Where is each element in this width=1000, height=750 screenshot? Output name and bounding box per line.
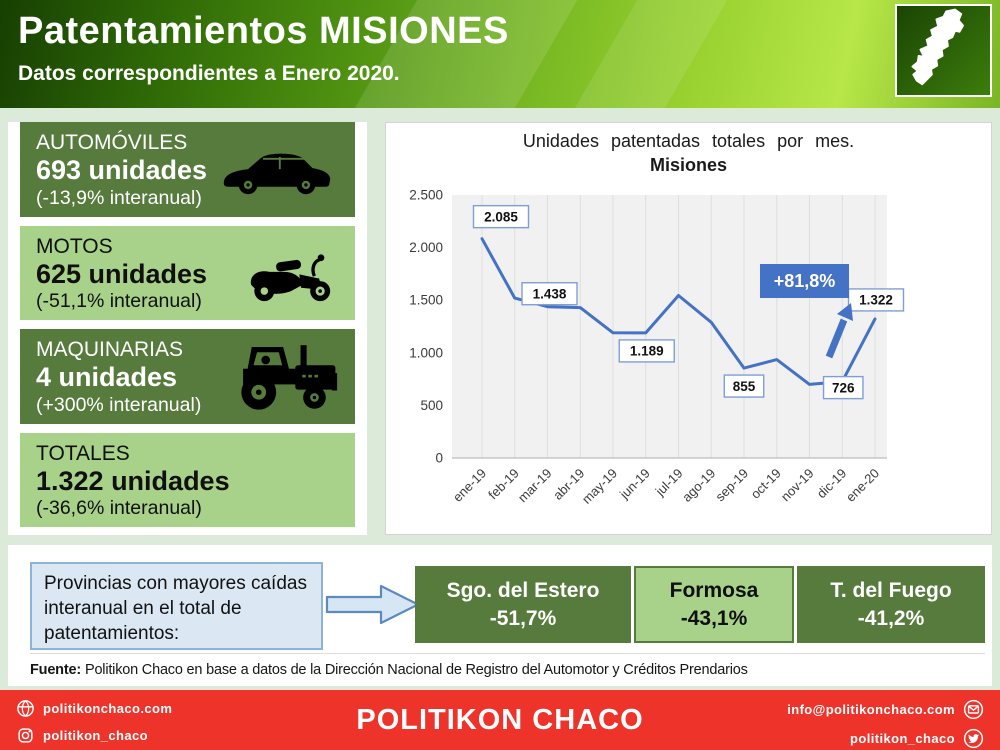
footer-bar: POLITIKON CHACO politikonchaco.com polit…: [0, 690, 1000, 750]
page-subtitle: Datos correspondientes a Enero 2020.: [18, 62, 400, 85]
card-category: TOTALES: [36, 441, 130, 465]
card-motos: MOTOS 625 unidades (-51,1% interanual): [20, 225, 355, 320]
website-text: politikonchaco.com: [43, 701, 173, 716]
provinces-lead-box: Provincias con mayores caídas interanual…: [30, 562, 323, 650]
page-title: Patentamientos MISIONES: [18, 10, 509, 52]
data-label: 1.438: [533, 287, 567, 302]
data-label-box: [472, 204, 530, 229]
province-name: Formosa: [669, 579, 759, 603]
data-label: 1.322: [859, 293, 893, 308]
source-text: Politikon Chaco en base a datos de la Di…: [84, 662, 748, 678]
province-delta: -51,7%: [489, 606, 557, 630]
card-category: MAQUINARIAS: [36, 338, 184, 362]
right-arrow-icon: [325, 584, 420, 625]
email-link[interactable]: info@politikonchaco.com: [787, 699, 984, 720]
instagram-icon: [18, 728, 33, 743]
data-label-box: [618, 339, 675, 363]
card-delta: (+300% interanual): [36, 393, 202, 416]
twitter-icon: [963, 728, 984, 749]
source-label: Fuente:: [30, 662, 81, 678]
card-automoviles: AUTOMÓVILES 693 unidades (-13,9% interan…: [20, 122, 355, 217]
card-category: MOTOS: [36, 234, 113, 258]
y-tick-label: 500: [420, 398, 443, 413]
y-tick-label: 0: [435, 451, 443, 466]
summary-cards-panel: AUTOMÓVILES 693 unidades (-13,9% interan…: [8, 122, 367, 535]
misiones-map-icon: [911, 8, 964, 86]
data-label: 2.085: [484, 209, 518, 224]
card-delta: (-36,6% interanual): [36, 497, 202, 520]
x-tick-label: oct-19: [748, 466, 784, 502]
province-name: Sgo. del Estero: [446, 579, 600, 603]
y-tick-label: 1.500: [409, 293, 443, 308]
provinces-panel: Provincias con mayores caídas interanual…: [8, 545, 992, 686]
x-tick-label: sep-19: [712, 466, 751, 505]
chart-title: Unidades patentadas totales por mes.: [522, 131, 855, 151]
card-delta: (-51,1% interanual): [36, 290, 202, 313]
x-tick-label: jun-19: [616, 466, 653, 503]
annotation-arrow-head: [837, 303, 853, 321]
card-totales: TOTALES 1.322 unidades (-36,6% interanua…: [20, 432, 355, 527]
misiones-map-box: [895, 4, 992, 97]
data-label: 855: [733, 379, 756, 394]
header-banner: Patentamientos MISIONES Datos correspond…: [0, 0, 1000, 108]
x-tick-label: ene-19: [450, 466, 489, 505]
y-tick-label: 1.000: [409, 345, 443, 360]
brand-name: POLITIKON CHACO: [356, 703, 644, 736]
x-tick-label: mar-19: [515, 466, 555, 506]
instagram-link[interactable]: politikon_chaco: [16, 726, 148, 745]
card-value: 4 unidades: [36, 362, 178, 393]
footer-right-contacts: info@politikonchaco.com politikon_chaco: [787, 699, 984, 749]
chart-panel: Unidades patentadas totales por mes. Mis…: [385, 122, 992, 535]
car-icon: [223, 153, 331, 195]
card-value: 693 unidades: [36, 155, 208, 186]
scooter-icon: [250, 254, 331, 301]
x-tick-label: ene-20: [843, 466, 882, 505]
data-label: 1.189: [630, 344, 664, 359]
province-delta: -41,2%: [857, 606, 925, 630]
twitter-handle-text: politikon_chaco: [850, 731, 955, 746]
province-delta: -43,1%: [680, 606, 748, 630]
x-tick-label: may-19: [579, 466, 620, 507]
footer-left-contacts: politikonchaco.com politikon_chaco: [16, 699, 172, 745]
annotation-box: [760, 264, 849, 298]
website-link[interactable]: politikonchaco.com: [16, 699, 172, 718]
card-category: AUTOMÓVILES: [36, 131, 188, 155]
instagram-handle-text: politikon_chaco: [43, 728, 148, 743]
card-value: 625 unidades: [36, 258, 208, 289]
data-label-box: [521, 282, 578, 306]
data-label: 726: [832, 380, 855, 395]
province-box-formosa: Formosa -43,1%: [634, 566, 794, 643]
province-box-sgo-del-estero: Sgo. del Estero -51,7%: [415, 566, 631, 643]
card-maquinarias: MAQUINARIAS 4 unidades (+300% interanual…: [20, 329, 355, 424]
annotation-text: +81,8%: [774, 271, 836, 291]
annotation-arrow: [825, 318, 848, 359]
chart-subtitle: Misiones: [649, 155, 728, 175]
source-note: Fuente: Politikon Chaco en base a datos d…: [30, 653, 985, 678]
data-label-box: [822, 375, 864, 400]
twitter-link[interactable]: politikon_chaco: [850, 728, 984, 749]
data-line: [480, 237, 877, 386]
y-tick-label: 2.500: [409, 188, 443, 203]
card-value: 1.322 unidades: [36, 465, 230, 496]
plot-area: [452, 195, 887, 458]
province-box-t-del-fuego: T. del Fuego -41,2%: [797, 566, 985, 643]
y-tick-label: 2.000: [409, 240, 443, 255]
x-tick-label: ago-19: [679, 466, 718, 505]
mail-icon: [963, 699, 984, 720]
monthly-line-chart: 2.5002.0001.5001.0005000ene-19feb-19mar-…: [409, 188, 905, 507]
tractor-icon: [241, 345, 338, 410]
province-name: T. del Fuego: [830, 579, 952, 603]
x-tick-label: nov-19: [778, 466, 817, 505]
data-label-box: [847, 288, 905, 312]
card-delta: (-13,9% interanual): [36, 186, 202, 209]
globe-icon: [17, 700, 34, 717]
data-label-box: [723, 374, 765, 398]
email-text: info@politikonchaco.com: [787, 702, 955, 717]
